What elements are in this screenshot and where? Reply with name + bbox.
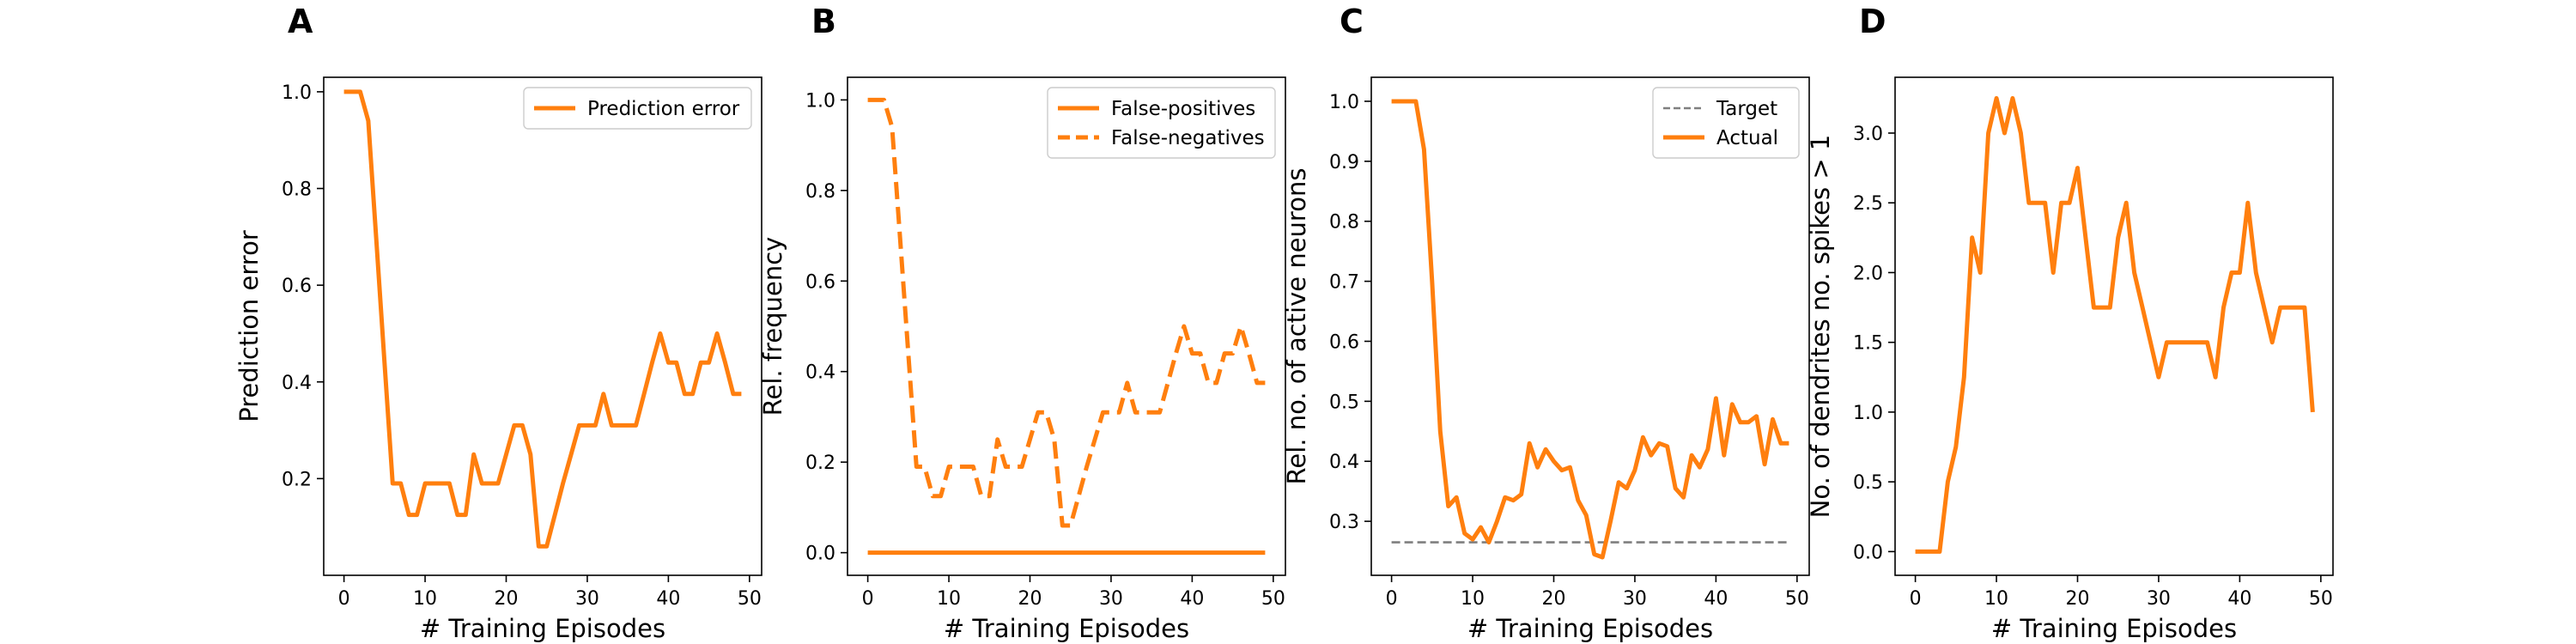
series-line-prediction-error xyxy=(343,89,742,549)
legend: Prediction error xyxy=(523,87,752,130)
x-tick-label: 30 xyxy=(1099,588,1123,610)
x-tick-label: 10 xyxy=(413,588,437,610)
y-tick-label: 0.9 xyxy=(1329,152,1359,173)
x-tick-label: 40 xyxy=(2227,588,2251,610)
panel-letter: C xyxy=(1340,3,1364,40)
axes-frame xyxy=(1370,76,1810,576)
y-tick-label: 0.3 xyxy=(1329,512,1359,533)
chart-panel-d: D 0 10 20 30 40 50 0.0 0.5 1.0 1.5 2.0 2.5 3.0 # Train… xyxy=(1806,3,2334,643)
x-tick-label: 0 xyxy=(1386,588,1398,610)
legend: Target Actual xyxy=(1652,87,1800,159)
chart-panel-b: B 0 10 20 30 40 50 0.0 0.2 0.4 0.6 0.8 1.0 # Training… xyxy=(758,3,1286,643)
y-tick-label: 1.5 xyxy=(1853,333,1883,355)
chart-panel-a: A 0 10 20 30 40 50 0.2 0.4 0.6 0.8 1.0 # Training Ep… xyxy=(234,3,762,643)
y-tick-label: 1.0 xyxy=(1329,92,1359,113)
y-tick-label: 0.0 xyxy=(805,544,835,565)
panel-letter: D xyxy=(1859,3,1886,40)
legend-box xyxy=(1047,87,1276,159)
legend-label: Actual xyxy=(1716,127,1778,149)
y-tick-label: 0.2 xyxy=(805,453,835,474)
legend-box xyxy=(523,87,752,130)
y-tick-label: 2.5 xyxy=(1853,193,1883,215)
y-tick-label: 0.6 xyxy=(805,271,835,293)
y-tick-label: 0.7 xyxy=(1329,272,1359,294)
y-tick-label: 0.5 xyxy=(1329,392,1359,413)
panel-letter: B xyxy=(811,3,836,40)
y-axis-label: No. of dendrites no. spikes > 1 xyxy=(1806,135,1835,519)
y-tick-label: 0.4 xyxy=(282,373,312,394)
x-tick-label: 10 xyxy=(1984,588,2008,610)
x-tick-label: 10 xyxy=(937,588,961,610)
x-tick-label: 40 xyxy=(1704,588,1728,610)
x-axis-label: # Training Episodes xyxy=(1467,614,1713,643)
chart-panel-c: C 0 10 20 30 40 50 0.3 0.4 0.5 0.6 0.7 0.8 0.9 1.0 # Tr… xyxy=(1282,3,1810,643)
y-tick-label: 0.8 xyxy=(282,179,312,201)
x-tick-label: 10 xyxy=(1461,588,1485,610)
y-tick-label: 0.4 xyxy=(805,362,835,384)
legend-label: False-positives xyxy=(1111,98,1255,120)
x-tick-label: 20 xyxy=(1542,588,1566,610)
y-tick-label: 0.4 xyxy=(1329,452,1359,473)
legend-label: Target xyxy=(1716,98,1777,120)
axes-frame xyxy=(1894,76,2334,576)
y-tick-label: 3.0 xyxy=(1853,124,1883,145)
series-line-actual xyxy=(1391,99,1789,560)
x-tick-label: 50 xyxy=(2309,588,2333,610)
legend-label: Prediction error xyxy=(587,98,740,120)
x-axis-label: # Training Episodes xyxy=(944,614,1189,643)
y-tick-label: 0.0 xyxy=(1853,542,1883,563)
x-tick-label: 40 xyxy=(1180,588,1204,610)
x-tick-label: 0 xyxy=(1910,588,1922,610)
series-line-false-negatives xyxy=(867,97,1266,528)
x-tick-label: 30 xyxy=(2147,588,2171,610)
y-tick-label: 0.2 xyxy=(282,469,312,490)
panel-letter: A xyxy=(288,3,313,40)
y-tick-label: 0.5 xyxy=(1853,472,1883,494)
x-tick-label: 40 xyxy=(656,588,680,610)
y-axis-label: Prediction error xyxy=(234,230,264,422)
x-tick-label: 20 xyxy=(1018,588,1042,610)
y-tick-label: 1.0 xyxy=(1853,403,1883,424)
x-tick-label: 20 xyxy=(495,588,519,610)
y-axis-label: Rel. frequency xyxy=(758,237,787,416)
x-tick-label: 0 xyxy=(338,588,350,610)
legend: False-positives False-negatives xyxy=(1047,87,1276,159)
axes-frame xyxy=(847,76,1286,576)
y-tick-label: 0.6 xyxy=(1329,331,1359,353)
x-tick-label: 30 xyxy=(575,588,599,610)
x-tick-label: 50 xyxy=(1785,588,1809,610)
x-axis-label: # Training Episodes xyxy=(1991,614,2237,643)
y-tick-label: 2.0 xyxy=(1853,263,1883,284)
y-tick-label: 0.6 xyxy=(282,276,312,297)
legend-label: False-negatives xyxy=(1111,127,1265,149)
x-tick-label: 50 xyxy=(738,588,762,610)
x-tick-label: 0 xyxy=(862,588,874,610)
axes-frame xyxy=(323,76,762,576)
y-tick-label: 0.8 xyxy=(805,181,835,203)
x-tick-label: 20 xyxy=(2066,588,2090,610)
y-tick-label: 0.8 xyxy=(1329,212,1359,234)
y-tick-label: 1.0 xyxy=(282,82,312,104)
y-axis-label: Rel. no. of active neurons xyxy=(1282,168,1311,485)
x-axis-label: # Training Episodes xyxy=(420,614,665,643)
x-tick-label: 30 xyxy=(1623,588,1647,610)
y-tick-label: 1.0 xyxy=(805,90,835,112)
legend-box xyxy=(1652,87,1800,159)
x-tick-label: 50 xyxy=(1261,588,1285,610)
series-line-main xyxy=(1915,95,2315,554)
